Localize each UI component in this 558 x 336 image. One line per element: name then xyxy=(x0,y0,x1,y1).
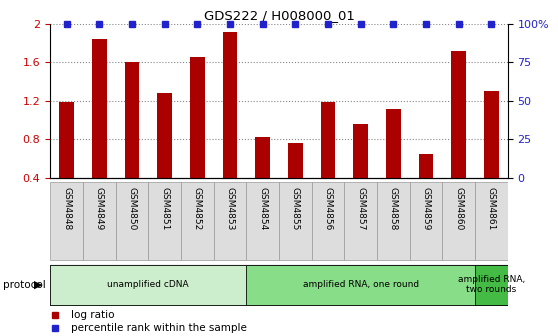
Text: log ratio: log ratio xyxy=(71,310,114,320)
Bar xyxy=(148,181,181,260)
Bar xyxy=(92,39,107,217)
Text: GSM4849: GSM4849 xyxy=(95,187,104,230)
Bar xyxy=(256,136,270,217)
Bar xyxy=(484,91,499,217)
Bar xyxy=(279,181,312,260)
Bar xyxy=(475,265,508,305)
Text: amplified RNA,
two rounds: amplified RNA, two rounds xyxy=(458,275,525,294)
Text: amplified RNA, one round: amplified RNA, one round xyxy=(302,280,418,289)
Bar xyxy=(321,102,335,217)
Bar xyxy=(59,102,74,217)
Bar xyxy=(246,265,475,305)
Bar xyxy=(386,109,401,217)
Text: protocol: protocol xyxy=(3,280,46,290)
Text: GSM4856: GSM4856 xyxy=(324,187,333,230)
Text: GSM4851: GSM4851 xyxy=(160,187,169,230)
Text: GSM4857: GSM4857 xyxy=(356,187,365,230)
Text: GSM4854: GSM4854 xyxy=(258,187,267,230)
Bar xyxy=(181,181,214,260)
Bar xyxy=(223,32,237,217)
Bar xyxy=(50,181,83,260)
Bar xyxy=(312,181,344,260)
Title: GDS222 / H008000_01: GDS222 / H008000_01 xyxy=(204,9,354,23)
Bar xyxy=(157,93,172,217)
Text: GSM4853: GSM4853 xyxy=(225,187,234,230)
Text: GSM4850: GSM4850 xyxy=(127,187,136,230)
Text: GSM4852: GSM4852 xyxy=(193,187,202,230)
Bar xyxy=(288,143,302,217)
Bar xyxy=(353,124,368,217)
Text: GSM4860: GSM4860 xyxy=(454,187,463,230)
Text: GSM4848: GSM4848 xyxy=(62,187,71,230)
Bar xyxy=(344,181,377,260)
Text: GSM4858: GSM4858 xyxy=(389,187,398,230)
Bar xyxy=(442,181,475,260)
Text: ▶: ▶ xyxy=(33,280,42,290)
Bar xyxy=(190,57,205,217)
Text: GSM4855: GSM4855 xyxy=(291,187,300,230)
Text: GSM4859: GSM4859 xyxy=(422,187,431,230)
Text: GSM4861: GSM4861 xyxy=(487,187,496,230)
Bar xyxy=(418,154,434,217)
Bar xyxy=(116,181,148,260)
Text: percentile rank within the sample: percentile rank within the sample xyxy=(71,323,247,333)
Bar xyxy=(246,181,279,260)
Bar xyxy=(377,181,410,260)
Bar xyxy=(124,62,140,217)
Bar xyxy=(451,51,466,217)
Text: unamplified cDNA: unamplified cDNA xyxy=(108,280,189,289)
Bar xyxy=(83,181,116,260)
Bar xyxy=(410,181,442,260)
Bar xyxy=(50,265,246,305)
Bar xyxy=(214,181,246,260)
Bar xyxy=(475,181,508,260)
